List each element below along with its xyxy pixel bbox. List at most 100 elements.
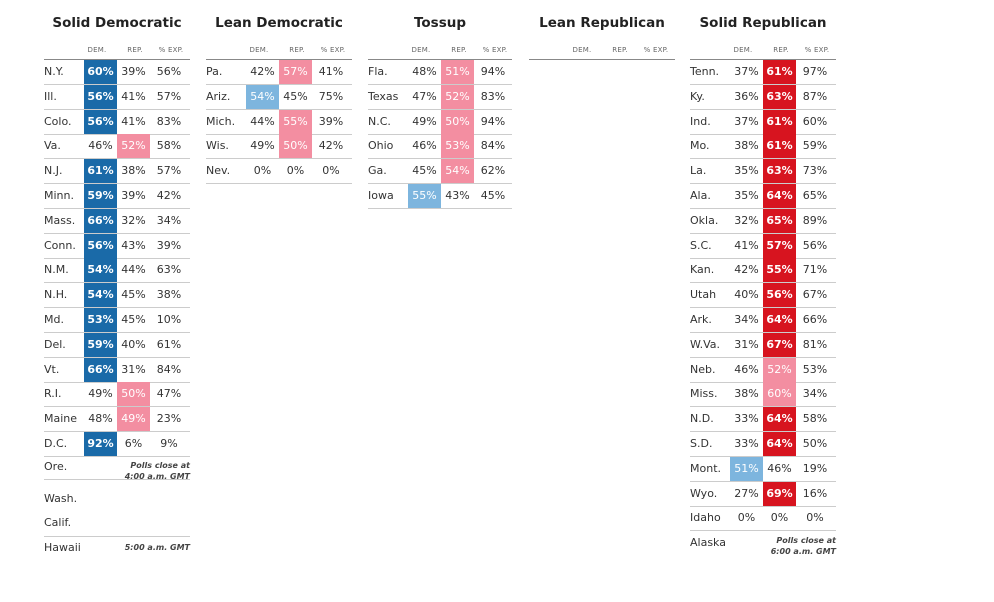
- state-row: N.Y. 60% 39% 56%: [44, 60, 190, 85]
- rep-percent: 49%: [117, 407, 150, 432]
- dem-percent: 51%: [730, 456, 763, 481]
- poll-close-label: Polls close at: [776, 536, 836, 545]
- expected-percent: 89%: [802, 213, 828, 227]
- state-name: N.J.: [44, 164, 63, 178]
- rep-percent: 6%: [124, 437, 143, 450]
- header-divider: [368, 59, 512, 60]
- column-header: DEM. REP. % EXP.: [206, 46, 352, 60]
- column-header: DEM. REP. % EXP.: [44, 46, 190, 60]
- state-row: Nev. 0% 0% 0%: [206, 159, 352, 185]
- state-row: Ariz. 54% 45% 75%: [206, 84, 352, 110]
- pending-state: Alaska: [690, 536, 726, 549]
- dem-percent: 49%: [88, 387, 113, 401]
- dem-percent: 59%: [84, 332, 117, 357]
- state-name: Colo.: [44, 114, 72, 128]
- state-name: Conn.: [44, 238, 76, 252]
- rep-percent: 60%: [763, 382, 796, 407]
- state-name: Minn.: [44, 189, 74, 202]
- state-name: N.D.: [690, 412, 714, 426]
- rep-percent: 44%: [121, 263, 146, 277]
- state-row: W.Va. 31% 67% 81%: [690, 332, 836, 358]
- state-row: N.M. 54% 44% 63%: [44, 258, 190, 284]
- dem-percent: 27%: [734, 486, 759, 500]
- poll-close-label: Polls close at: [130, 461, 190, 470]
- header-dem: DEM.: [572, 46, 592, 54]
- rep-percent: 52%: [763, 357, 796, 382]
- rep-percent: 32%: [121, 213, 146, 227]
- rep-percent: 64%: [763, 407, 796, 432]
- pending-state: Wash.: [44, 492, 78, 505]
- rep-percent: 67%: [763, 332, 796, 357]
- header-dem: DEM.: [411, 46, 431, 54]
- dem-percent: 55%: [408, 184, 441, 208]
- state-name: N.H.: [44, 288, 68, 302]
- state-name: Mass.: [44, 213, 76, 227]
- rep-percent: 52%: [441, 84, 474, 109]
- state-name: Ohio: [368, 139, 394, 153]
- state-row: Conn. 56% 43% 39%: [44, 233, 190, 259]
- expected-percent: 73%: [802, 164, 828, 178]
- pending-state: Hawaii: [44, 541, 81, 554]
- rep-percent: 50%: [441, 109, 474, 134]
- state-name: Ind.: [690, 114, 711, 128]
- expected-percent: 94%: [480, 114, 506, 128]
- expected-percent: 58%: [802, 412, 828, 426]
- state-name: Ill.: [44, 89, 57, 103]
- rep-percent: 41%: [121, 114, 146, 128]
- header-dem: DEM.: [733, 46, 753, 54]
- state-name: La.: [690, 164, 707, 178]
- rep-percent: 0%: [286, 164, 305, 178]
- rep-percent: 63%: [763, 159, 796, 184]
- expected-percent: 45%: [480, 189, 506, 202]
- rep-percent: 61%: [763, 109, 796, 134]
- state-name: Miss.: [690, 387, 718, 401]
- poll-close-note: Polls close at 4:00 a.m. GMT: [125, 460, 190, 482]
- state-name: D.C.: [44, 437, 68, 450]
- state-row: Ky. 36% 63% 87%: [690, 84, 836, 110]
- header-rep: REP.: [127, 46, 143, 54]
- rep-percent: 64%: [763, 184, 796, 208]
- state-row: Texas 47% 52% 83%: [368, 84, 512, 110]
- rep-percent: 43%: [445, 189, 470, 202]
- poll-close-time: 6:00 a.m. GMT: [770, 547, 836, 556]
- column-title: Solid Democratic: [52, 15, 182, 31]
- dem-percent: 61%: [84, 159, 117, 184]
- header-rep: REP.: [612, 46, 628, 54]
- rep-percent: 57%: [279, 60, 312, 84]
- rep-percent: 38%: [121, 164, 146, 178]
- state-row: La. 35% 63% 73%: [690, 159, 836, 185]
- expected-percent: 39%: [156, 238, 182, 252]
- dem-percent: 37%: [734, 114, 759, 128]
- state-name: Tenn.: [690, 65, 720, 78]
- dem-percent: 46%: [88, 139, 113, 153]
- dem-percent: 37%: [734, 65, 759, 78]
- dem-percent: 35%: [734, 164, 759, 178]
- dem-percent: 0%: [253, 164, 272, 178]
- rep-percent: 40%: [121, 337, 146, 351]
- state-name: Md.: [44, 313, 64, 326]
- poll-close-note: Polls close at 6:00 a.m. GMT: [771, 535, 836, 557]
- dem-percent: 45%: [412, 164, 437, 178]
- rep-percent: 63%: [763, 84, 796, 109]
- state-name: Ala.: [690, 189, 711, 202]
- state-row: Wyo. 27% 69% 16%: [690, 481, 836, 507]
- state-name: Va.: [44, 139, 61, 153]
- expected-percent: 66%: [802, 313, 828, 326]
- expected-percent: 75%: [318, 89, 344, 103]
- state-row: Idaho 0% 0% 0%: [690, 506, 836, 532]
- state-name: Mo.: [690, 139, 710, 153]
- expected-percent: 71%: [802, 263, 828, 277]
- header-rep: REP.: [451, 46, 467, 54]
- state-name: Kan.: [690, 263, 715, 277]
- header-divider: [44, 59, 190, 60]
- dem-percent: 60%: [84, 60, 117, 84]
- state-name: Ariz.: [206, 89, 231, 103]
- poll-close-time: 5:00 a.m. GMT: [124, 543, 190, 552]
- expected-percent: 84%: [480, 139, 506, 153]
- rep-percent: 50%: [117, 382, 150, 407]
- header-rep: REP.: [773, 46, 789, 54]
- state-row: Mich. 44% 55% 39%: [206, 109, 352, 135]
- expected-percent: 58%: [156, 139, 182, 153]
- rep-percent: 39%: [121, 189, 146, 202]
- dem-percent: 92%: [84, 432, 117, 456]
